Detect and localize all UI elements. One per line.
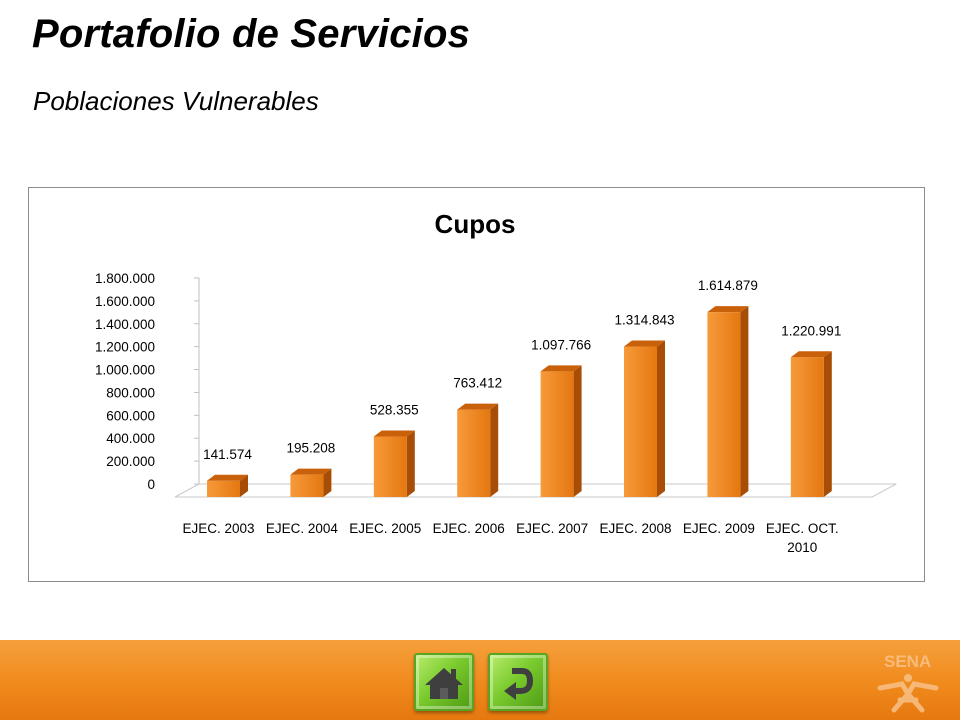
bar-front [624,346,657,497]
data-label: 195.208 [286,441,335,456]
bar-side [406,430,415,497]
data-label: 763.412 [453,376,502,391]
data-label: 528.355 [370,403,419,418]
bar-side [657,340,665,497]
y-tick-label: 1.800.000 [95,271,155,286]
bar [540,365,582,497]
bar [457,403,499,497]
bar-front [457,409,491,497]
data-label: 141.574 [203,447,252,462]
x-tick-label: EJEC. 2009 [683,521,755,536]
x-tick-label: EJEC. 2006 [433,521,505,536]
y-tick-label: 1.000.000 [95,363,155,378]
data-label: 1.097.766 [531,337,591,352]
x-tick-label: EJEC. 2004 [266,521,339,536]
bar-front [207,480,240,497]
bar-top [457,403,499,410]
bar-top [790,351,832,358]
bar-front [373,436,407,497]
bar-top [373,430,415,437]
bar-top [290,468,332,475]
data-label: 1.614.879 [698,278,758,293]
slide-title: Portafolio de Servicios [32,12,471,56]
bar-side [490,403,499,497]
bar [790,351,832,497]
bar-side [740,306,749,497]
chart-title: Cupos [435,209,516,239]
back-button[interactable] [488,653,548,711]
home-button[interactable] [414,653,474,711]
x-tick-label: EJEC. 2008 [599,521,671,536]
bar-front [290,474,324,497]
data-label: 1.314.843 [614,313,674,328]
x-tick-label: EJEC. 2007 [516,521,588,536]
bar-top [707,306,749,313]
bar-side [573,365,582,497]
y-tick-label: 1.400.000 [95,317,155,332]
bar-front [540,371,574,497]
x-tick-label: EJEC. 2003 [182,521,254,536]
bar [290,468,332,497]
bar-top [624,340,665,347]
bar [207,474,248,497]
chart-floor [174,483,897,498]
return-arrow-icon [504,668,533,700]
y-tick-label: 800.000 [106,385,155,400]
y-tick-label: 400.000 [106,431,155,446]
bar-top [207,474,248,481]
footer-bar: SENA [0,640,960,720]
y-tick-label: 200.000 [106,454,155,469]
sena-logo-text: SENA [884,652,931,671]
y-tick-label: 1.600.000 [95,294,155,309]
x-tick-label: EJEC. 2005 [349,521,421,536]
bar-front [707,312,741,497]
data-label: 1.220.991 [781,323,841,338]
bar-front [790,357,824,497]
bar-side [323,468,332,497]
x-tick-label: EJEC. OCT. 2010 [766,521,839,555]
bar [373,430,415,497]
sena-logo: SENA [877,652,939,713]
bar-side [823,351,832,497]
bar-side [240,474,248,497]
bar [624,340,665,497]
y-tick-label: 1.200.000 [95,340,155,355]
bar [707,306,749,497]
cupos-bar-chart: Cupos 0 200.000 400.000 600.000 800.000 1.000.… [95,209,897,555]
y-tick-label: 600.000 [106,408,155,423]
home-icon [425,668,463,699]
bar-top [540,365,582,372]
chart-frame: Cupos 0 200.000 400.000 600.000 800.000 1.000.… [28,187,925,582]
slide-subtitle: Poblaciones Vulnerables [33,86,319,116]
y-tick-label: 0 [147,477,155,492]
